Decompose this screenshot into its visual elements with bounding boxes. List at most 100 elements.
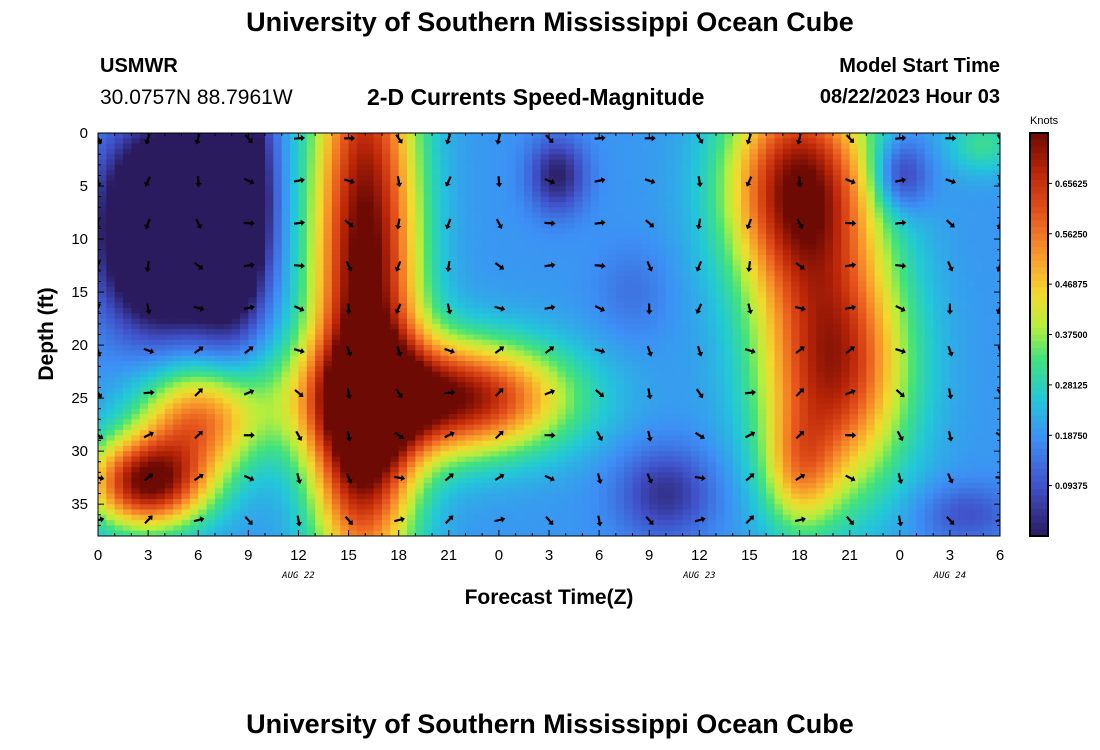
heatmap-cell [557,371,567,378]
heatmap-cell [432,387,442,394]
heatmap-cell [448,297,458,304]
heatmap-cell [156,233,166,240]
heatmap-cell [482,467,492,473]
heatmap-cell [206,403,216,410]
heatmap-cell [482,387,492,394]
heatmap-cell [290,361,300,367]
heatmap-cell [448,260,458,267]
heatmap-cell [490,186,500,192]
heatmap-cell [148,254,158,261]
heatmap-cell [565,366,575,373]
heatmap-cell [189,302,199,309]
heatmap-cell [189,244,199,251]
heatmap-cell [290,451,300,458]
heatmap-cell [181,504,191,511]
heatmap-cell [106,429,116,436]
heatmap-cell [640,302,650,309]
heatmap-cell [523,292,533,298]
heatmap-cell [348,175,358,182]
heatmap-cell [356,239,366,245]
heatmap-cell [248,286,258,293]
heatmap-cell [106,461,116,468]
heatmap-cell [256,408,266,415]
heatmap-cell [599,334,609,341]
heatmap-cell [106,339,116,346]
heatmap-cell [582,514,592,521]
heatmap-cell [156,292,166,298]
heatmap-cell [582,244,592,251]
heatmap-cell [365,525,375,532]
heatmap-cell [231,366,241,373]
heatmap-cell [599,398,609,405]
heatmap-cell [298,419,308,426]
heatmap-cell [239,345,249,352]
heatmap-cell [465,467,475,473]
heatmap-cell [549,159,558,166]
heatmap-cell [640,371,650,378]
heatmap-cell [248,339,258,346]
heatmap-cell [114,138,124,145]
heatmap-cell [231,482,241,489]
heatmap-cell [281,414,291,420]
heatmap-cell [498,307,508,314]
heatmap-cell [381,461,391,468]
heatmap-cell [423,392,433,399]
heatmap-cell [189,239,199,245]
heatmap-cell [198,254,208,261]
heatmap-cell [139,329,149,336]
heatmap-cell [189,270,199,277]
heatmap-cell [407,424,416,431]
heatmap-cell [306,482,316,489]
heatmap-cell [273,403,283,410]
heatmap-cell [549,419,558,426]
heatmap-cell [407,143,416,150]
heatmap-cell [490,254,500,261]
heatmap-cell [98,429,107,436]
heatmap-cell [256,387,266,394]
heatmap-cell [432,382,442,389]
heatmap-cell [507,244,517,251]
heatmap-cell [273,138,283,145]
heatmap-cell [615,154,625,161]
heatmap-cell [599,488,609,495]
heatmap-cell [114,520,124,526]
heatmap-cell [231,302,241,309]
heatmap-cell [281,260,291,267]
heatmap-cell [407,456,416,463]
heatmap-cell [540,445,550,452]
heatmap-cell [340,451,350,458]
heatmap-cell [331,313,341,320]
heatmap-cell [340,323,350,330]
heatmap-cell [131,408,141,415]
heatmap-cell [173,329,183,336]
heatmap-cell [381,254,391,261]
heatmap-cell [482,530,492,536]
heatmap-cell [549,408,558,415]
heatmap-cell [148,382,158,389]
heatmap-cell [365,175,375,182]
heatmap-cell [114,392,124,399]
heatmap-cell [206,313,216,320]
heatmap-cell [198,451,208,458]
heatmap-cell [473,175,483,182]
heatmap-cell [139,180,149,187]
heatmap-cell [290,318,300,325]
heatmap-cell [532,435,542,442]
heatmap-cell [106,445,116,452]
heatmap-cell [390,451,400,458]
heatmap-cell [390,525,400,532]
heatmap-cell [432,514,442,521]
heatmap-cell [557,276,567,283]
heatmap-cell [315,361,325,367]
heatmap-cell [398,323,408,330]
heatmap-cell [265,493,274,500]
heatmap-cell [148,302,158,309]
heatmap-cell [164,355,174,362]
heatmap-cell [290,456,300,463]
heatmap-cell [440,435,450,442]
heatmap-cell [156,408,166,415]
heatmap-cell [540,292,550,298]
heatmap-cell [256,361,266,367]
heatmap-cell [624,138,634,145]
heatmap-cell [123,191,133,198]
